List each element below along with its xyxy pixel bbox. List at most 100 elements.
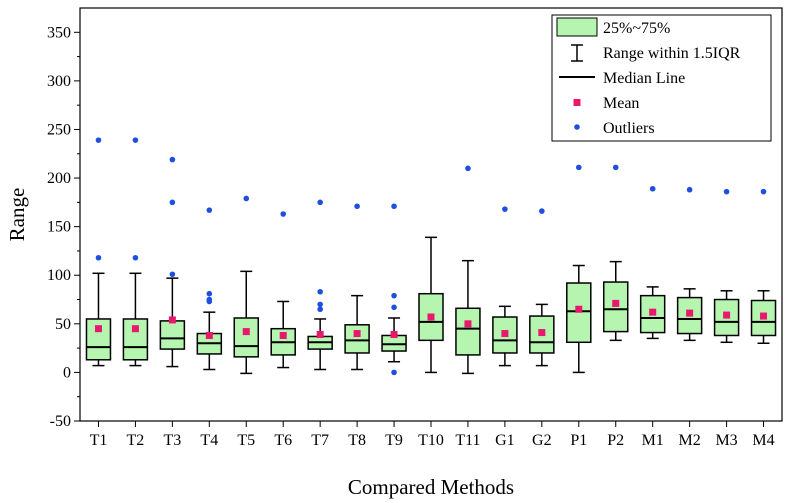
mean-marker — [168, 316, 176, 324]
legend-whisker-label: Range within 1.5IQR — [603, 45, 741, 62]
outlier-point — [95, 137, 102, 143]
outlier-point — [391, 292, 397, 299]
outlier-point — [317, 288, 323, 295]
legend: 25%~75% Range within 1.5IQR Median Line … — [551, 14, 772, 142]
x-tick-label: T4 — [200, 432, 218, 449]
outlier-point — [612, 164, 619, 171]
x-tick-label: M4 — [752, 432, 774, 449]
outlier-point — [502, 206, 508, 212]
outlier-point — [95, 254, 102, 261]
x-tick-label: T2 — [127, 432, 145, 449]
outlier-point — [169, 199, 176, 206]
x-tick-label: T8 — [348, 432, 366, 449]
mean-marker — [242, 328, 250, 336]
outlier-point — [206, 207, 213, 213]
iqr-box — [85, 318, 112, 361]
outlier-point — [391, 203, 397, 210]
outlier-point — [723, 188, 730, 195]
mean-marker — [205, 331, 213, 339]
x-tick-label: T7 — [311, 432, 329, 449]
outlier-point — [391, 304, 397, 311]
box-T7 — [307, 199, 333, 371]
y-tick-label: 50 — [55, 316, 71, 333]
legend-outliers-label: Outliers — [603, 120, 655, 137]
box-M2 — [676, 186, 703, 342]
x-tick-label: T10 — [418, 432, 444, 449]
legend-whisker-swatch — [571, 44, 583, 62]
x-axis-title: Compared Methods — [348, 475, 514, 499]
y-axis: -50 0 50 100 150 200 250 300 350 — [47, 24, 80, 430]
outlier-point — [354, 203, 360, 210]
iqr-box — [344, 324, 370, 354]
x-tick-label: T9 — [385, 432, 403, 449]
outlier-point — [575, 164, 582, 171]
x-tick-label: T6 — [274, 432, 292, 449]
legend-mean-label: Mean — [603, 95, 639, 112]
x-tick-label: M3 — [715, 432, 737, 449]
mean-marker — [279, 331, 287, 339]
x-tick-label: M2 — [679, 432, 701, 449]
outlier-point — [539, 208, 545, 214]
box-G2 — [529, 208, 555, 367]
legend-mean-swatch — [573, 99, 581, 106]
mean-marker — [131, 325, 139, 333]
box-T6 — [270, 211, 296, 369]
boxes-layer — [85, 137, 777, 376]
mean-marker — [723, 311, 731, 319]
legend-outlier-swatch — [574, 124, 580, 130]
mean-marker — [94, 325, 102, 333]
mean-marker — [464, 320, 472, 328]
outlier-point — [649, 185, 656, 192]
box-T2 — [122, 137, 149, 367]
outlier-point — [391, 369, 397, 376]
x-tick-label: T1 — [90, 432, 108, 449]
outlier-point — [206, 296, 213, 303]
mean-marker — [427, 313, 435, 321]
y-tick-label: 250 — [47, 121, 71, 138]
iqr-box — [122, 318, 149, 361]
y-tick-label: 100 — [47, 267, 71, 284]
outlier-point — [169, 271, 176, 278]
iqr-box — [602, 281, 629, 333]
mean-marker — [353, 330, 361, 338]
mean-marker — [501, 330, 509, 338]
mean-marker — [316, 331, 324, 339]
y-tick-label: -50 — [50, 413, 71, 430]
iqr-box — [455, 307, 481, 356]
outlier-point — [243, 195, 250, 202]
x-tick-label: T5 — [237, 432, 255, 449]
box-T4 — [196, 207, 223, 371]
mean-marker — [390, 331, 398, 339]
x-tick-label: T11 — [455, 432, 480, 449]
box-G1 — [492, 206, 518, 367]
x-tick-label: M1 — [642, 432, 664, 449]
x-tick-label: G2 — [532, 432, 552, 449]
x-tick-label: G1 — [495, 432, 515, 449]
y-tick-label: 350 — [47, 24, 71, 41]
y-tick-label: 0 — [63, 364, 71, 381]
outlier-point — [132, 137, 139, 143]
outlier-point — [132, 254, 139, 261]
legend-box-swatch — [556, 17, 598, 37]
box-T10 — [418, 236, 444, 374]
outlier-point — [317, 306, 323, 313]
y-axis-title: Range — [5, 188, 29, 242]
mean-marker — [760, 312, 768, 320]
outlier-point — [317, 301, 323, 308]
outlier-point — [169, 156, 176, 163]
iqr-box — [713, 298, 740, 337]
outlier-point — [317, 199, 323, 206]
mean-marker — [649, 308, 657, 316]
legend-median-label: Median Line — [603, 70, 685, 87]
mean-marker — [686, 309, 694, 317]
box-T1 — [85, 137, 112, 367]
y-tick-label: 300 — [47, 73, 71, 90]
y-tick-label: 150 — [47, 219, 71, 236]
box-T8 — [344, 203, 370, 371]
box-T9 — [381, 203, 407, 376]
x-tick-label: P1 — [570, 432, 587, 449]
outlier-point — [760, 188, 767, 195]
outlier-point — [206, 290, 213, 297]
box-T11 — [455, 165, 481, 375]
